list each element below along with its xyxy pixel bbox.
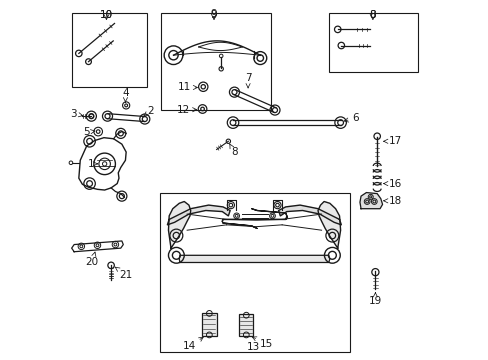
- Text: 17: 17: [383, 136, 401, 146]
- Text: 8: 8: [369, 10, 375, 20]
- Bar: [202, 313, 216, 336]
- Text: 12: 12: [177, 105, 196, 115]
- Text: 6: 6: [344, 113, 358, 123]
- Text: 8: 8: [229, 144, 237, 157]
- Text: 11: 11: [178, 82, 197, 93]
- Text: 9: 9: [210, 10, 217, 20]
- Text: 16: 16: [383, 179, 401, 189]
- Text: 13: 13: [246, 342, 260, 352]
- Text: 20: 20: [85, 252, 99, 267]
- Bar: [161, 13, 271, 110]
- Text: 3: 3: [70, 109, 82, 119]
- Text: 10: 10: [100, 10, 113, 20]
- Text: 2: 2: [143, 106, 153, 116]
- Polygon shape: [167, 205, 230, 225]
- Text: 5: 5: [83, 127, 95, 137]
- Text: 18: 18: [383, 196, 401, 206]
- Polygon shape: [317, 202, 340, 248]
- Text: 4: 4: [122, 88, 128, 102]
- Text: 15: 15: [252, 337, 272, 348]
- Bar: [239, 315, 253, 336]
- Text: 8: 8: [369, 10, 375, 20]
- Polygon shape: [359, 193, 382, 209]
- Text: 21: 21: [115, 267, 132, 280]
- Text: 7: 7: [244, 73, 251, 88]
- Polygon shape: [168, 202, 190, 248]
- Text: 1: 1: [88, 159, 98, 169]
- Polygon shape: [222, 209, 287, 228]
- Text: 10: 10: [100, 10, 113, 20]
- Bar: [160, 193, 349, 352]
- Polygon shape: [278, 205, 341, 225]
- Text: 19: 19: [368, 293, 381, 306]
- Text: 9: 9: [210, 9, 217, 19]
- Bar: [72, 13, 147, 87]
- Bar: [328, 13, 418, 72]
- Text: 14: 14: [183, 337, 203, 351]
- Polygon shape: [179, 255, 329, 262]
